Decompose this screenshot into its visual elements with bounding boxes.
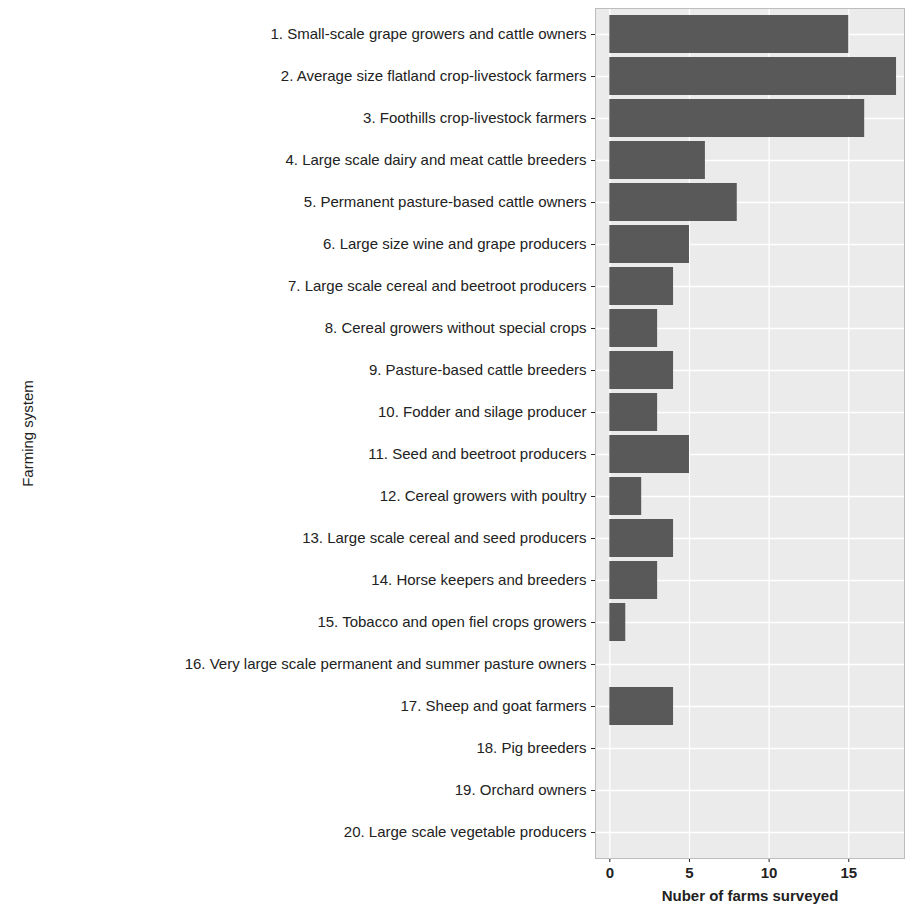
svg-text:9. Pasture-based cattle breede: 9. Pasture-based cattle breeders	[369, 361, 587, 378]
svg-text:16. Very large scale permanent: 16. Very large scale permanent and summe…	[185, 655, 587, 672]
svg-text:15: 15	[840, 864, 857, 881]
svg-text:18. Pig breeders: 18. Pig breeders	[476, 739, 586, 756]
svg-text:8. Cereal growers without spec: 8. Cereal growers without special crops	[325, 319, 587, 336]
svg-text:4. Large scale dairy and meat: 4. Large scale dairy and meat cattle bre…	[285, 151, 586, 168]
svg-text:0: 0	[606, 864, 614, 881]
svg-text:1. Small-scale grape growers a: 1. Small-scale grape growers and cattle …	[271, 25, 587, 42]
svg-text:5. Permanent pasture-based cat: 5. Permanent pasture-based cattle owners	[304, 193, 587, 210]
svg-text:Farming system: Farming system	[19, 380, 36, 487]
svg-text:10. Fodder and silage producer: 10. Fodder and silage producer	[378, 403, 586, 420]
svg-text:19. Orchard owners: 19. Orchard owners	[455, 781, 587, 798]
svg-text:13. Large scale cereal and see: 13. Large scale cereal and seed producer…	[302, 529, 586, 546]
svg-text:14. Horse keepers and breeders: 14. Horse keepers and breeders	[371, 571, 586, 588]
svg-text:6. Large size wine and grape p: 6. Large size wine and grape producers	[323, 235, 587, 252]
svg-text:17. Sheep and goat farmers: 17. Sheep and goat farmers	[401, 697, 587, 714]
svg-text:Nuber of farms surveyed: Nuber of farms surveyed	[662, 887, 839, 904]
svg-text:5: 5	[685, 864, 693, 881]
svg-text:2. Average size flatland crop-: 2. Average size flatland crop-livestock …	[281, 67, 587, 84]
svg-text:20. Large scale vegetable prod: 20. Large scale vegetable producers	[344, 823, 587, 840]
svg-text:3. Foothills crop-livestock fa: 3. Foothills crop-livestock farmers	[363, 109, 586, 126]
svg-text:7. Large scale cereal and beet: 7. Large scale cereal and beetroot produ…	[288, 277, 587, 294]
svg-text:12. Cereal growers with poultr: 12. Cereal growers with poultry	[380, 487, 587, 504]
svg-text:11. Seed and beetroot producer: 11. Seed and beetroot producers	[368, 445, 586, 462]
svg-text:10: 10	[761, 864, 778, 881]
svg-text:15. Tobacco and open fiel crop: 15. Tobacco and open fiel crops growers	[317, 613, 586, 630]
